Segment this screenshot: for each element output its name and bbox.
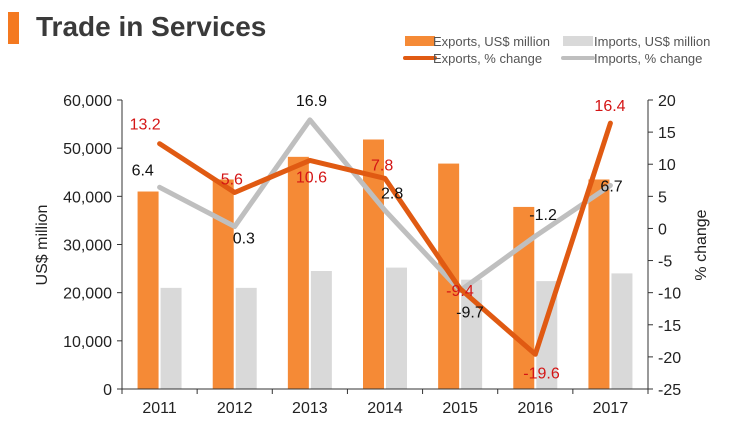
line-imports-pct-change (157, 117, 613, 294)
bar-exports-2012 (212, 179, 234, 389)
bar-exports-2013 (287, 156, 309, 389)
title-accent-bar (8, 12, 19, 44)
legend-label-exports-bar: Exports, US$ million (433, 34, 550, 49)
x-tick-label-2017: 2017 (593, 400, 629, 417)
bar-imports-2014 (386, 267, 407, 389)
legend-label-imports-bar: Imports, US$ million (594, 34, 710, 49)
x-tick-label-2012: 2012 (217, 400, 253, 417)
legend: Exports, US$ million Imports, US$ millio… (403, 34, 710, 66)
y-tick-label-right: -25 (658, 382, 681, 399)
y-tick-label-left: 40,000 (63, 189, 112, 206)
data-label-imports-pct-2014: 2.8 (381, 185, 403, 202)
y-tick-label-left: 50,000 (63, 141, 112, 158)
bar-exports-2011 (137, 191, 159, 389)
x-tick-label-2014: 2014 (367, 400, 403, 417)
lines-group (157, 117, 613, 357)
axes-group: 0 10,000 20,000 30,000 40,000 50,000 60,000 -25… (63, 93, 681, 417)
bar-exports-2016 (513, 206, 535, 389)
bar-imports-2017 (611, 273, 633, 389)
y-tick-label-right: 15 (658, 125, 676, 142)
bar-exports-2017 (588, 179, 610, 389)
data-label-imports-pct-2012: 0.3 (233, 231, 255, 248)
y-tick-label-left: 60,000 (63, 93, 112, 110)
line-exports-pct-change (157, 120, 613, 357)
x-tick-label-2011: 2011 (142, 400, 177, 417)
y-tick-label-right: -10 (658, 286, 681, 303)
data-label-imports-pct-2016: -1.2 (529, 207, 557, 224)
y-tick-label-right: 5 (658, 189, 667, 206)
data-label-imports-pct-2017: 6.7 (600, 178, 622, 195)
bars-group (137, 139, 633, 389)
data-label-exports-pct-2012: 5.6 (221, 171, 243, 188)
data-label-exports-pct-2015: -9.4 (446, 283, 474, 300)
data-label-exports-pct-2016: -19.6 (523, 365, 560, 382)
legend-swatch-exports-bar (405, 36, 435, 46)
bar-imports-2015 (461, 279, 483, 389)
legend-swatch-imports-bar (563, 36, 593, 46)
bar-imports-2013 (310, 270, 332, 389)
data-label-exports-pct-2017: 16.4 (594, 98, 625, 115)
chart-title: Trade in Services (36, 11, 266, 42)
x-tick-label-2015: 2015 (442, 400, 478, 417)
data-label-imports-pct-2015: -9.7 (456, 305, 484, 322)
data-label-imports-pct-2011: 6.4 (132, 162, 154, 179)
y-axis-title-right: % change (693, 209, 710, 280)
y-tick-label-left: 10,000 (63, 334, 112, 351)
y-tick-label-right: -15 (658, 318, 681, 335)
data-labels-group: 13.2 5.6 10.6 7.8 -9.4 -19.6 16.4 6.4 0.3 16.9 2.8… (130, 93, 626, 382)
data-label-exports-pct-2013: 10.6 (296, 169, 327, 186)
data-label-exports-pct-2014: 7.8 (371, 157, 393, 174)
legend-label-imports-line: Imports, % change (594, 51, 702, 66)
bar-imports-2011 (160, 287, 182, 389)
x-tick-label-2016: 2016 (517, 400, 553, 417)
x-tick-label-2013: 2013 (292, 400, 328, 417)
y-tick-label-right: 10 (658, 157, 676, 174)
y-tick-label-right: 20 (658, 93, 676, 110)
y-tick-label-left: 0 (103, 382, 112, 399)
data-label-imports-pct-2013: 16.9 (296, 93, 327, 110)
y-tick-label-right: 0 (658, 221, 667, 238)
y-tick-label-right: -20 (658, 350, 681, 367)
y-axis-title-left: US$ million (34, 205, 51, 286)
y-tick-label-right: -5 (658, 254, 672, 271)
y-tick-label-left: 20,000 (63, 286, 112, 303)
bar-imports-2012 (235, 287, 257, 389)
legend-label-exports-line: Exports, % change (433, 51, 542, 66)
data-label-exports-pct-2011: 13.2 (130, 117, 161, 134)
y-tick-label-left: 30,000 (63, 238, 112, 255)
